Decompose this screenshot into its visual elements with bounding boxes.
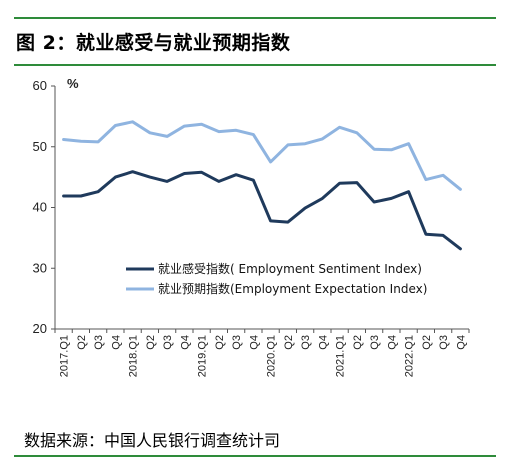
x-tick-label: Q2 <box>352 335 364 350</box>
x-tick-label: Q4 <box>179 335 191 350</box>
x-tick-label: Q2 <box>283 335 295 350</box>
x-tick-label: 2018.Q1 <box>128 335 140 377</box>
series-line-expectation <box>62 120 462 191</box>
x-tick-label: Q3 <box>93 335 105 350</box>
x-tick-label: 2020.Q1 <box>266 335 278 377</box>
y-axis-unit: % <box>67 76 79 91</box>
x-tick-label: 2021.Q1 <box>335 335 347 377</box>
x-tick-label: 2017.Q1 <box>59 335 71 377</box>
chart-legend: 就业感受指数( Employment Sentiment Index) 就业预期… <box>126 261 427 296</box>
series-line-sentiment <box>62 170 462 251</box>
x-tick-label: Q3 <box>231 335 243 350</box>
y-tick-label: 50 <box>33 139 47 154</box>
y-tick-label: 20 <box>33 321 47 336</box>
chart-lines <box>62 120 462 251</box>
x-tick-label: 2022.Q1 <box>404 335 416 377</box>
bottom-rule <box>14 455 496 457</box>
legend-label-expectation: 就业预期指数(Employment Expectation Index) <box>158 281 427 296</box>
y-tick-label: 60 <box>33 78 47 93</box>
top-rule <box>14 17 496 19</box>
x-tick-label: Q4 <box>386 335 398 350</box>
x-tick-label: Q4 <box>248 335 260 350</box>
legend-label-sentiment: 就业感受指数( Employment Sentiment Index) <box>158 261 422 276</box>
y-tick-label: 40 <box>33 200 47 215</box>
x-tick-label: Q4 <box>317 335 329 350</box>
data-source: 数据来源：中国人民银行调查统计司 <box>24 431 281 450</box>
x-tick-label: Q2 <box>76 335 88 350</box>
x-tick-label: Q4 <box>455 335 467 350</box>
x-tick-label: Q3 <box>300 335 312 350</box>
x-tick-label: Q4 <box>110 335 122 350</box>
y-tick-label: 30 <box>33 260 47 275</box>
x-tick-label: Q3 <box>438 335 450 350</box>
x-tick-label: Q2 <box>145 335 157 350</box>
figure-title: 图 2：就业感受与就业预期指数 <box>16 32 291 54</box>
x-tick-label: Q2 <box>214 335 226 350</box>
x-tick-label: Q2 <box>421 335 433 350</box>
x-tick-label: 2019.Q1 <box>197 335 209 377</box>
title-rule <box>14 64 496 66</box>
x-tick-label: Q3 <box>369 335 381 350</box>
x-tick-label: Q3 <box>162 335 174 350</box>
chart-axes: 20 30 40 50 60 % 2017.Q1 Q2 Q3 Q4 2018.Q1 Q2 Q3 Q4 201… <box>33 76 470 377</box>
